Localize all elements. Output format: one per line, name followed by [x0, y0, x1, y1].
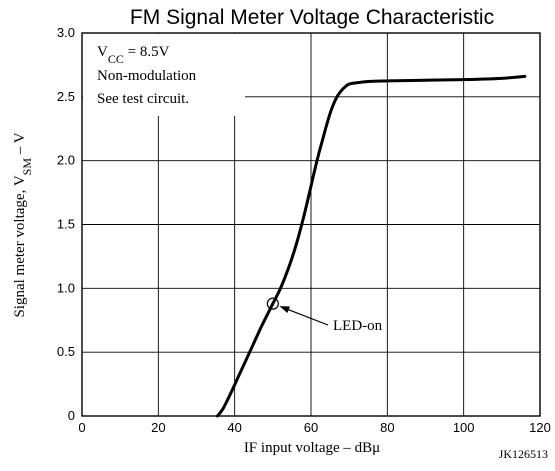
- led-on-arrowhead: [279, 306, 290, 314]
- plot-frame: [81, 32, 541, 417]
- y-tick-label: 2.5: [57, 89, 75, 104]
- x-tick-label: 40: [227, 420, 241, 435]
- series-curve: [215, 74, 527, 418]
- figure-code: JK126513: [499, 447, 548, 461]
- conditions-box-bg: [83, 34, 245, 116]
- led-on-leader-line: [286, 308, 329, 326]
- y-tick-label: 0.5: [57, 344, 75, 359]
- tick-labels: 0 20 40 60 80 100 120 0 0.5 1.0 1.5 2.0 2.5 3.0: [57, 25, 551, 435]
- x-tick-label: 80: [380, 420, 394, 435]
- x-tick-label: 120: [529, 420, 551, 435]
- y-tick-label: 1.5: [57, 217, 75, 232]
- led-on-marker: [266, 297, 279, 310]
- y-tick-label: 3.0: [57, 25, 75, 40]
- x-tick-label: 100: [453, 420, 475, 435]
- chart-title: FM Signal Meter Voltage Characteristic: [130, 6, 494, 29]
- conditions-line2: Non-modulation: [97, 68, 197, 84]
- x-axis-label: IF input voltage – dBμ: [244, 440, 380, 456]
- y-tick-label: 0: [68, 408, 75, 423]
- y-tick-label: 2.0: [57, 153, 75, 168]
- led-on-label: LED-on: [333, 318, 383, 334]
- y-axis-label: Signal meter voltage, VSM – V: [12, 132, 34, 317]
- x-tick-label: 60: [304, 420, 318, 435]
- conditions-vcc: VCC = 8.5V: [97, 44, 170, 66]
- conditions-line3: See test circuit.: [97, 91, 189, 107]
- y-tick-label: 1.0: [57, 280, 75, 295]
- x-tick-label: 0: [78, 420, 85, 435]
- x-tick-label: 20: [151, 420, 165, 435]
